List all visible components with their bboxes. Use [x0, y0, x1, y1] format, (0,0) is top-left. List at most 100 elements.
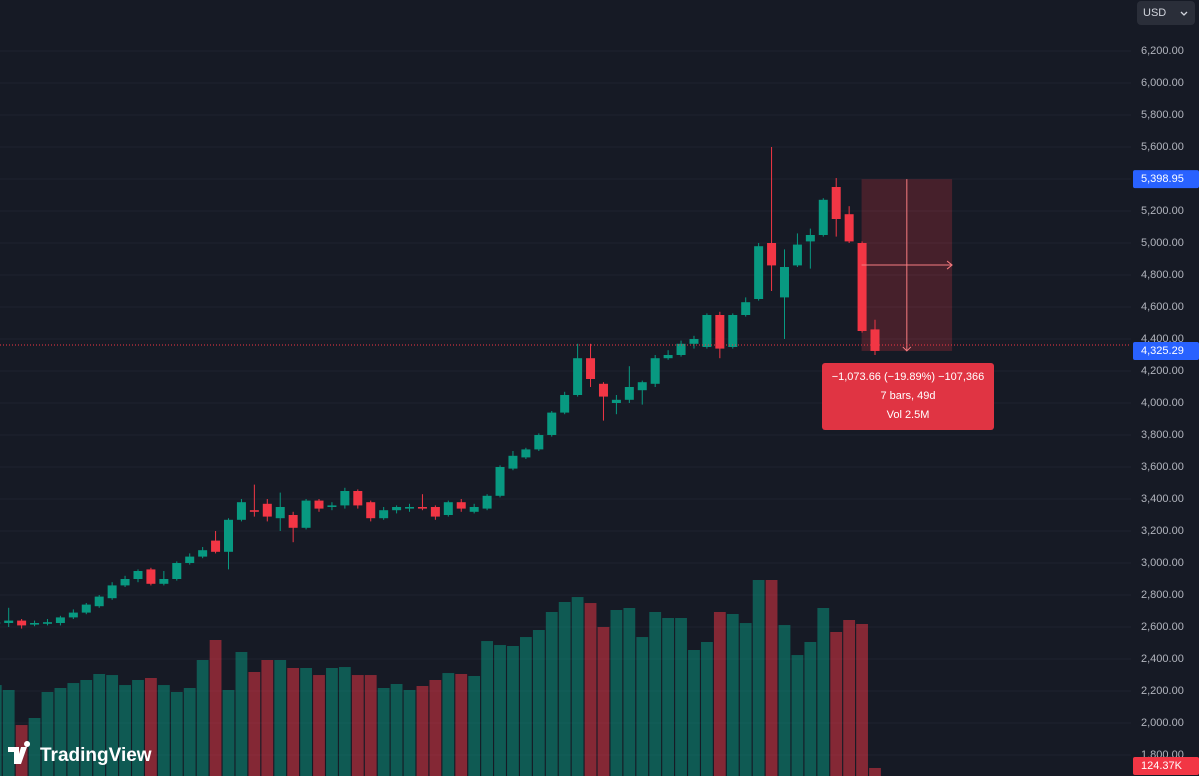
y-tick-label: 4,000.00 [1141, 397, 1184, 409]
volume-bar [157, 685, 170, 776]
candle-body [650, 358, 660, 384]
candle-body [844, 214, 854, 242]
volume-bar [468, 676, 481, 776]
candle-body [120, 579, 130, 586]
candle-body [366, 502, 376, 519]
logo-icon [8, 741, 31, 764]
candle-body [805, 235, 815, 242]
volume-bar [2, 690, 15, 776]
volume-bar [675, 618, 687, 776]
price-label: 5,398.95 [1141, 173, 1184, 185]
candle-body [55, 617, 65, 623]
volume-bar [584, 603, 597, 776]
candle-body [314, 500, 324, 509]
y-tick-label: 4,600.00 [1141, 301, 1184, 313]
volume-bar [209, 640, 222, 776]
volume-bar [28, 718, 41, 776]
candle-body [249, 510, 259, 512]
y-tick-label: 5,000.00 [1141, 237, 1184, 249]
candle-body [870, 329, 880, 351]
candle-body [573, 358, 583, 395]
y-tick-label: 4,800.00 [1141, 269, 1184, 281]
volume-bar [455, 674, 468, 776]
candle-body [68, 612, 78, 618]
volume-bar [429, 680, 442, 776]
volume-bar [41, 692, 54, 776]
volume-bar [545, 612, 558, 776]
candle-body [379, 510, 389, 519]
volume-bar [662, 618, 675, 776]
volume-bar [0, 685, 2, 776]
measure-arrows [861, 179, 953, 352]
candle-body [560, 395, 570, 413]
candle-body [4, 620, 14, 623]
candle-body [818, 199, 828, 235]
volume-bar [364, 675, 377, 776]
measure-tooltip [822, 363, 994, 430]
y-tick-label: 2,200.00 [1141, 685, 1184, 697]
volume-bar [67, 683, 80, 776]
y-tick-label: 3,600.00 [1141, 461, 1184, 473]
candle-body [417, 507, 427, 509]
volume-bar [235, 652, 248, 776]
candle-body [81, 604, 91, 613]
candle-body [146, 569, 156, 584]
volume-bar [791, 655, 804, 776]
candle-body [17, 620, 27, 626]
volume-bar [726, 614, 739, 776]
volume-bar [623, 608, 636, 776]
candle-body [676, 343, 686, 355]
candle-body [185, 556, 195, 563]
candle-body [301, 500, 311, 528]
candle-body [663, 355, 673, 359]
candle-body [443, 502, 453, 515]
candle-body [288, 515, 298, 528]
candle-body [482, 495, 492, 509]
candle-body [327, 505, 337, 507]
volume-bar [532, 630, 545, 776]
volume-bar [54, 688, 67, 776]
volume-bar [390, 684, 403, 776]
volume-bar [145, 678, 157, 776]
volume-bar [351, 675, 364, 776]
candle-body [792, 244, 802, 266]
currency-button[interactable] [1137, 1, 1195, 25]
volume-bar [804, 642, 817, 776]
volume-bar [817, 608, 830, 776]
volume-bar [701, 642, 713, 776]
candle-body [469, 507, 479, 512]
candle-body [133, 571, 143, 579]
volume-bar [778, 625, 791, 776]
candle-body [741, 302, 751, 315]
candle-body [857, 243, 867, 331]
volume-bar [274, 660, 287, 776]
volume-bar [132, 680, 144, 776]
candle-body [430, 507, 440, 517]
candle-body [689, 339, 699, 344]
candle-body [456, 502, 466, 509]
volume-bar [403, 690, 416, 776]
candle-body [831, 187, 841, 219]
candle-body [586, 358, 596, 379]
candle-body [198, 550, 208, 557]
candle-body [353, 491, 363, 506]
currency: USD [1143, 7, 1166, 19]
candle-body [159, 579, 169, 584]
volume-bar [377, 688, 390, 776]
volume-bar [830, 632, 843, 776]
candle-body [508, 455, 518, 469]
volume-bar [507, 646, 519, 776]
volume-bar [442, 673, 455, 776]
volume-bar [326, 668, 338, 776]
candle-body [624, 387, 634, 400]
candle-body [611, 399, 621, 403]
candle-body [702, 315, 712, 347]
candle-body [262, 503, 272, 517]
y-tick-label: 5,600.00 [1141, 141, 1184, 153]
volume-bar [106, 675, 119, 776]
volume-bar [80, 680, 93, 776]
candle-body [521, 449, 531, 458]
candle-body [30, 623, 40, 625]
candle-body [107, 585, 117, 599]
